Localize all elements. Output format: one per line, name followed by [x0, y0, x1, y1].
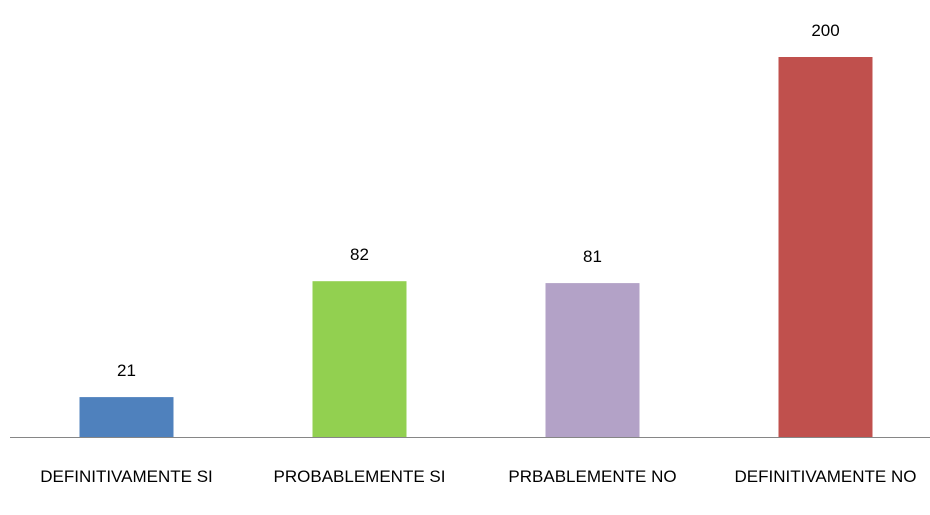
bar: [312, 281, 407, 437]
x-tick-label: DEFINITIVAMENTE NO: [734, 467, 917, 486]
bar: [79, 397, 174, 437]
data-label: 200: [811, 21, 839, 40]
x-tick-label: PROBABLEMENTE SI: [273, 467, 446, 486]
bar: [778, 57, 873, 437]
data-label: 81: [583, 247, 602, 266]
x-tick-label: DEFINITIVAMENTE SI: [40, 467, 213, 486]
data-label: 82: [350, 245, 369, 264]
bar: [545, 283, 640, 437]
data-label: 21: [117, 361, 136, 380]
x-tick-label: PRBABLEMENTE NO: [508, 467, 677, 486]
